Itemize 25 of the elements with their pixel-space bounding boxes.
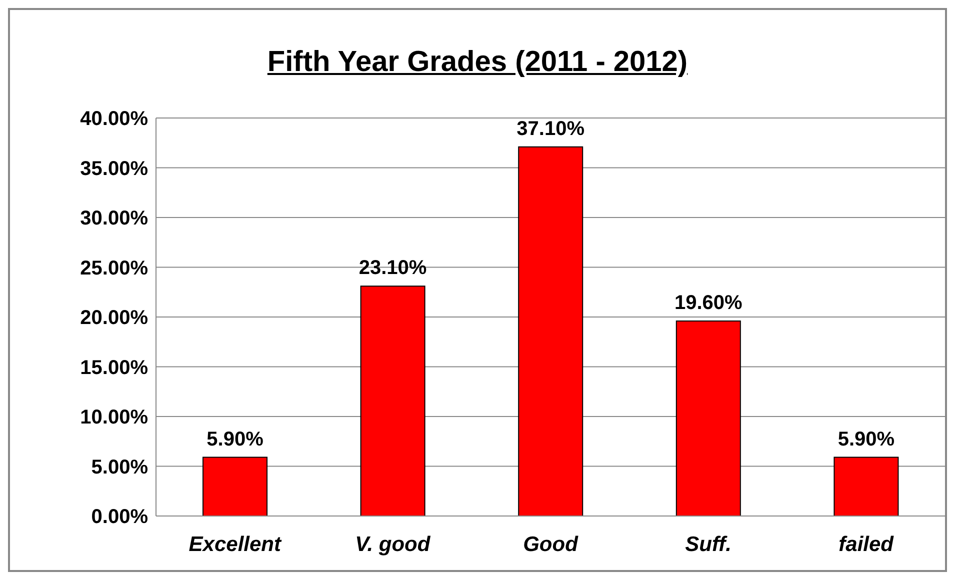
bar [676,320,741,516]
data-label: 19.60% [674,292,743,314]
y-tick-label: 0.00% [91,506,148,528]
bar [202,456,268,516]
y-tick-label: 10.00% [80,406,148,429]
y-tick-label: 35.00% [80,158,148,180]
x-tick-label: Excellent [188,532,282,556]
y-tick-label: 15.00% [80,356,148,379]
y-tick-label: 40.00% [80,108,148,130]
x-tick-label: failed [838,532,895,556]
data-label: 37.10% [516,118,585,140]
y-tick-label: 30.00% [80,208,148,230]
x-tick-label: V. good [355,532,432,556]
data-label: 5.90% [838,428,895,450]
x-tick-label: Good [523,532,580,556]
data-label: 23.10% [358,257,427,280]
data-label: 5.90% [206,428,264,450]
chart-title: Fifth Year Grades (2011 - 2012) [266,46,689,79]
y-tick-label: 20.00% [80,307,148,330]
bar [834,456,899,516]
y-tick-label: 25.00% [80,257,148,280]
bar [360,286,426,516]
y-tick-label: 5.00% [91,456,148,478]
x-tick-label: Suff. [685,532,732,556]
bar [518,146,584,516]
